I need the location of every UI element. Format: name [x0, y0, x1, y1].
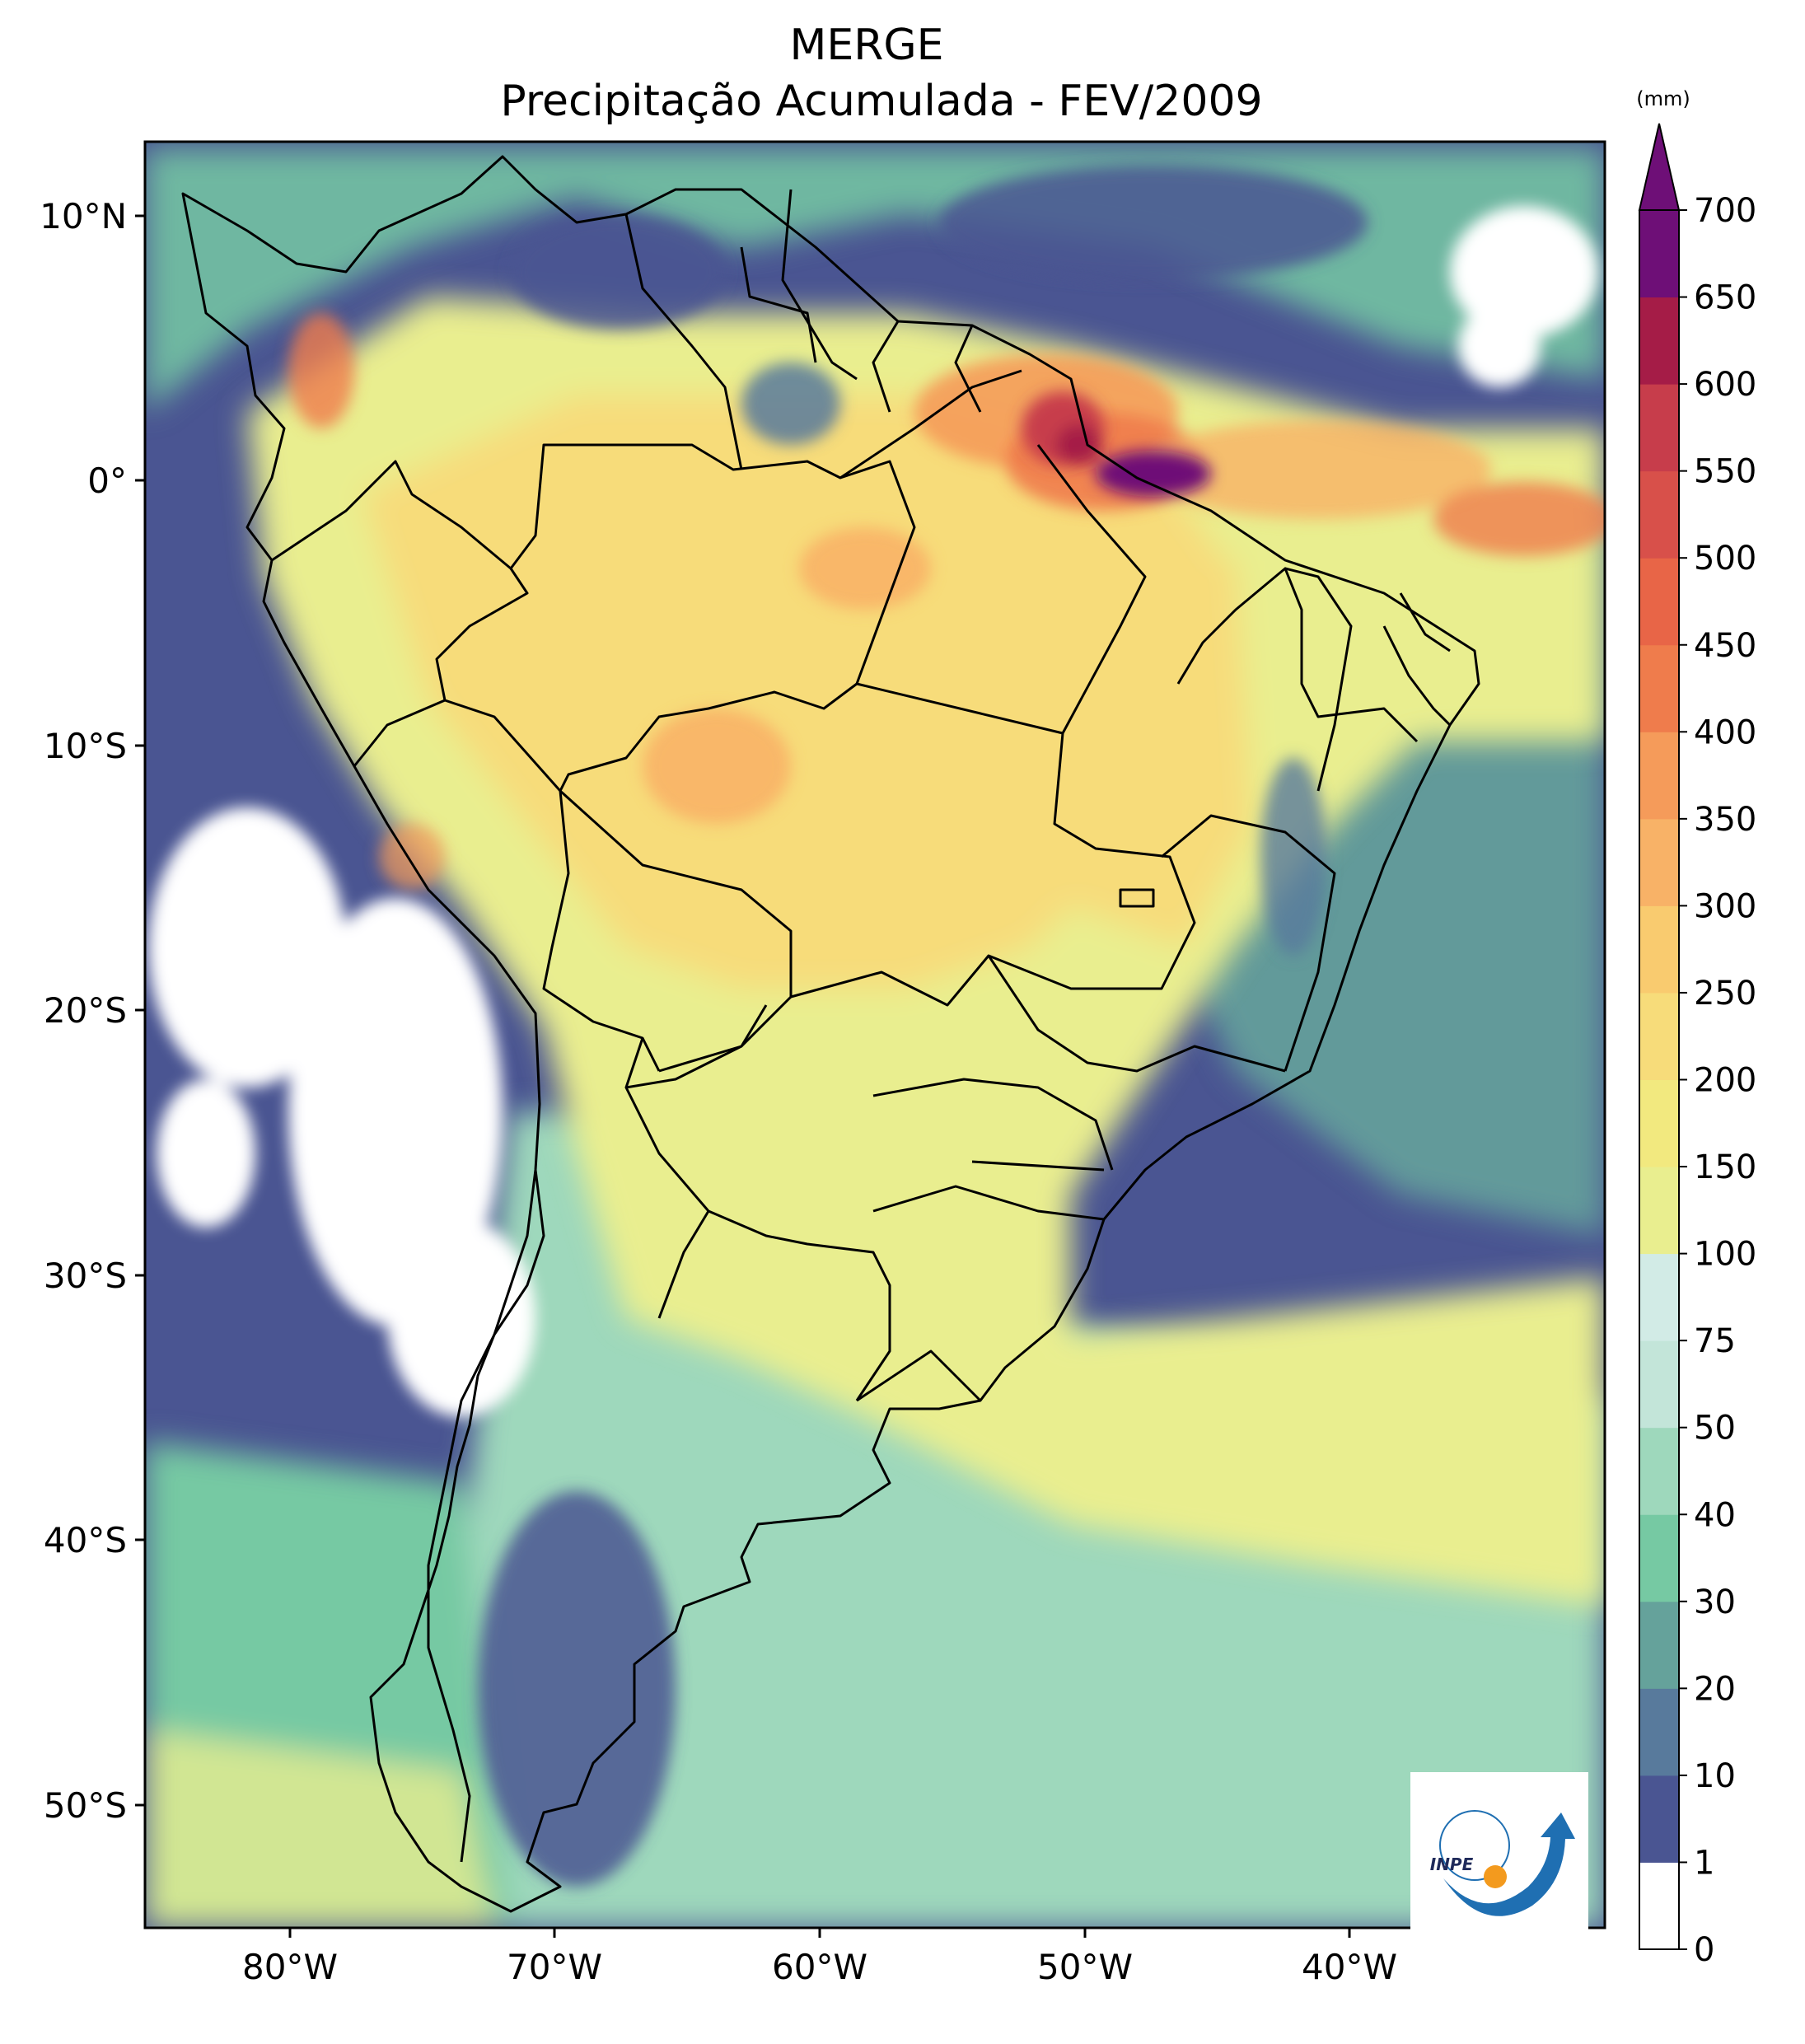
colorbar-cell	[1639, 384, 1679, 472]
colorbar-cell	[1639, 210, 1679, 298]
precipitation-field	[145, 142, 1605, 1928]
colorbar-cell	[1639, 644, 1679, 732]
x-tick-label: 60°W	[772, 1947, 867, 1987]
colorbar-tick-label: 20	[1694, 1670, 1736, 1708]
colorbar-cell	[1639, 470, 1679, 559]
colorbar-cell	[1639, 1079, 1679, 1167]
brazil-border	[556, 443, 916, 1401]
colorbar-cell	[1639, 1688, 1679, 1776]
colorbar-cell	[1639, 297, 1679, 385]
colorbar-tick-label: 0	[1694, 1931, 1714, 1969]
colorbar-extend-arrow	[1638, 123, 1681, 211]
inpe-logo: INPE	[1410, 1772, 1588, 1945]
colorbar-tick-label: 450	[1694, 627, 1756, 665]
colorbar-tick-label: 650	[1694, 279, 1756, 317]
x-tick-label: 40°W	[1302, 1947, 1397, 1987]
colorbar-tick-label: 550	[1694, 453, 1756, 491]
colorbar-cell	[1639, 1601, 1679, 1689]
colorbar-tick-label: 40	[1694, 1496, 1736, 1534]
map-frame	[143, 140, 1606, 1929]
logo-text: INPE	[1430, 1855, 1474, 1874]
y-tick-label: 30°S	[44, 1256, 127, 1296]
y-tick-label: 20°S	[44, 990, 127, 1031]
colorbar-cell	[1639, 1514, 1679, 1602]
colorbar-cell	[1639, 1775, 1679, 1863]
colorbar-cell	[1639, 1167, 1679, 1255]
colorbar-cell	[1639, 558, 1679, 646]
colorbar-tick-label: 700	[1694, 192, 1756, 230]
colorbar-cell	[1639, 1862, 1679, 1950]
colorbar-cell	[1639, 905, 1679, 994]
map-title: MERGE	[789, 21, 943, 70]
colorbar-cell	[1639, 1427, 1679, 1515]
colorbar-tick-label: 75	[1694, 1322, 1736, 1360]
x-tick-label: 80°W	[242, 1947, 338, 1987]
colorbar-cell	[1639, 1253, 1679, 1341]
y-tick-label: 10°S	[44, 726, 127, 766]
x-axis	[288, 1928, 1351, 1938]
x-tick-label: 50°W	[1037, 1947, 1133, 1987]
south-america-coastline	[181, 155, 1480, 1913]
colorbar-tick-label: 50	[1694, 1410, 1736, 1448]
colorbar-tick-label: 1	[1694, 1844, 1714, 1882]
colorbar-tick-label: 100	[1694, 1236, 1756, 1274]
colorbar-tick-label: 600	[1694, 366, 1756, 404]
colorbar-cell	[1639, 1340, 1679, 1429]
logo-arrow-icon	[1443, 1812, 1575, 1916]
y-axis	[135, 214, 145, 1807]
colorbar-tick-label: 500	[1694, 540, 1756, 578]
colorbar-tick-label: 350	[1694, 801, 1756, 839]
colorbar-cell	[1639, 732, 1679, 820]
map-subtitle: Precipitação Acumulada - FEV/2009	[500, 77, 1262, 126]
coastline-and-borders	[181, 155, 1480, 1913]
colorbar-tick-label: 300	[1694, 887, 1756, 925]
colorbar-tick-label: 150	[1694, 1148, 1756, 1186]
colorbar-unit: (mm)	[1636, 87, 1690, 110]
y-tick-label: 10°N	[40, 196, 127, 236]
colorbar: (mm) 0 1 10 20 30 40 50 75 100 150 200 250 300 350 400…	[1636, 87, 1756, 1969]
y-tick-label: 40°S	[44, 1520, 127, 1560]
colorbar-tick-label: 200	[1694, 1062, 1756, 1100]
colorbar-cell	[1639, 818, 1679, 906]
logo-dot-icon	[1484, 1865, 1507, 1888]
x-tick-label: 70°W	[507, 1947, 602, 1987]
y-tick-label: 0°	[87, 461, 127, 501]
colorbar-tick-label: 400	[1694, 713, 1756, 751]
colorbar-tick-label: 10	[1694, 1757, 1736, 1795]
colorbar-cell	[1639, 992, 1679, 1080]
colorbar-tick-label: 250	[1694, 975, 1756, 1013]
colorbar-tick-label: 30	[1694, 1583, 1736, 1621]
y-tick-label: 50°S	[44, 1785, 127, 1826]
